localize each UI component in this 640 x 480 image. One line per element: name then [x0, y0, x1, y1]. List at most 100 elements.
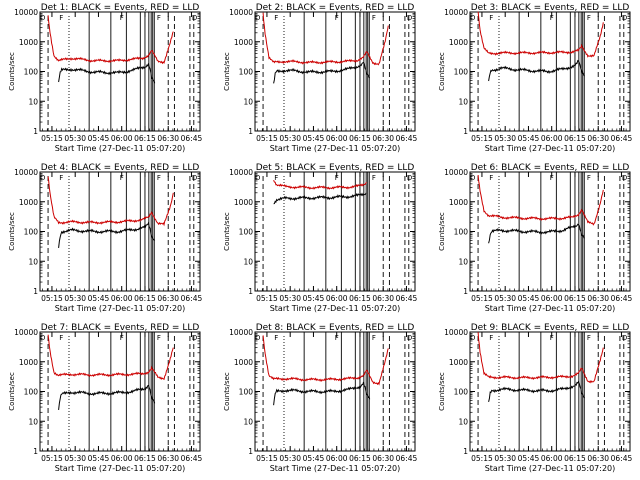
x-tick-label: 05:45: [303, 294, 325, 303]
x-axis-label: Start Time (27-Dec-11 05:07:20): [270, 464, 401, 473]
x-tick-label: 06:15: [349, 134, 371, 143]
x-tick-label: 06:15: [564, 134, 586, 143]
y-tick-label: 1: [463, 287, 468, 296]
y-axis-label: Counts/sec: [8, 212, 16, 251]
state-marker: D: [40, 334, 45, 342]
state-marker: D: [407, 174, 412, 182]
x-tick-label: 06:45: [181, 294, 203, 303]
y-tick-label: 10000: [444, 328, 468, 337]
state-marker: F: [59, 14, 63, 22]
state-marker: D: [192, 174, 197, 182]
y-tick-label: 10000: [444, 8, 468, 17]
events-series-line: [58, 221, 156, 248]
x-tick-label: 05:15: [41, 134, 63, 143]
x-tick-label: 05:30: [494, 294, 516, 303]
y-tick-label: 100: [239, 388, 254, 397]
events-series-line: [58, 384, 156, 410]
state-marker: F: [489, 14, 493, 22]
events-series-line: [273, 61, 371, 84]
state-marker: D: [470, 14, 475, 22]
state-marker: F: [59, 174, 63, 182]
x-tick-label: 06:15: [134, 454, 156, 463]
x-axis-label: Start Time (27-Dec-11 05:07:20): [55, 144, 186, 153]
state-marker: D: [40, 174, 45, 182]
y-tick-label: 10: [28, 257, 38, 266]
x-axis-label: Start Time (27-Dec-11 05:07:20): [270, 304, 401, 313]
y-tick-label: 1000: [19, 38, 38, 47]
y-axis-label: Counts/sec: [438, 52, 446, 91]
state-marker: D: [192, 334, 197, 342]
x-tick-label: 06:30: [372, 294, 394, 303]
state-marker: F: [335, 334, 339, 342]
x-tick-label: 06:45: [611, 134, 633, 143]
panel-title: Det 5: BLACK = Events, RED = LLD: [256, 163, 415, 173]
state-marker: F: [587, 174, 591, 182]
state-marker: F: [372, 14, 376, 22]
x-tick-label: 06:00: [541, 454, 563, 463]
state-marker: F: [489, 174, 493, 182]
y-tick-label: 1000: [449, 38, 468, 47]
lld-series-line: [262, 335, 389, 386]
x-tick-label: 06:30: [157, 454, 179, 463]
y-axis-label: Counts/sec: [223, 52, 231, 91]
y-axis-label: Counts/sec: [223, 372, 231, 411]
state-marker: F: [120, 14, 124, 22]
y-tick-label: 1: [248, 447, 253, 456]
y-tick-label: 1000: [234, 38, 253, 47]
state-marker: F: [550, 174, 554, 182]
y-tick-label: 10000: [229, 328, 253, 337]
state-marker: F: [59, 334, 63, 342]
x-tick-label: 05:15: [471, 294, 493, 303]
y-tick-label: 1: [33, 127, 38, 136]
lld-series-line: [47, 334, 174, 381]
y-tick-label: 10000: [14, 8, 38, 17]
x-tick-label: 06:45: [181, 454, 203, 463]
x-tick-label: 06:15: [349, 294, 371, 303]
x-tick-label: 05:30: [494, 134, 516, 143]
y-tick-label: 1000: [19, 198, 38, 207]
y-tick-label: 1: [248, 287, 253, 296]
y-axis-label: Counts/sec: [438, 212, 446, 251]
x-tick-label: 06:00: [326, 134, 348, 143]
y-tick-label: 10: [28, 97, 38, 106]
state-marker: F: [550, 14, 554, 22]
x-tick-label: 05:15: [41, 294, 63, 303]
x-tick-label: 05:45: [88, 454, 110, 463]
x-tick-label: 06:45: [396, 294, 418, 303]
y-tick-label: 10000: [14, 168, 38, 177]
state-marker: D: [255, 334, 260, 342]
x-tick-label: 06:15: [134, 294, 156, 303]
y-tick-label: 10000: [229, 8, 253, 17]
x-tick-label: 06:15: [134, 134, 156, 143]
lld-series-line: [262, 12, 389, 66]
y-tick-label: 1: [463, 127, 468, 136]
lld-series-line: [477, 174, 604, 226]
x-tick-label: 06:45: [611, 454, 633, 463]
y-tick-label: 1: [463, 447, 468, 456]
state-marker: F: [274, 14, 278, 22]
x-axis-label: Start Time (27-Dec-11 05:07:20): [485, 304, 616, 313]
x-axis-label: Start Time (27-Dec-11 05:07:20): [485, 144, 616, 153]
state-marker: F: [335, 174, 339, 182]
x-axis-label: Start Time (27-Dec-11 05:07:20): [270, 144, 401, 153]
x-tick-label: 06:45: [181, 134, 203, 143]
y-tick-label: 10: [28, 417, 38, 426]
x-axis-label: Start Time (27-Dec-11 05:07:20): [55, 304, 186, 313]
lld-series-line: [47, 15, 174, 65]
state-marker: F: [157, 174, 161, 182]
y-tick-label: 1: [33, 447, 38, 456]
x-tick-label: 06:30: [157, 134, 179, 143]
y-tick-label: 1000: [234, 198, 253, 207]
events-series-line: [58, 63, 156, 84]
panel-title: Det 2: BLACK = Events, RED = LLD: [256, 3, 415, 13]
x-tick-label: 05:45: [88, 294, 110, 303]
events-series-line: [488, 380, 586, 403]
events-series-line: [273, 192, 367, 205]
panel-title: Det 6: BLACK = Events, RED = LLD: [471, 163, 630, 173]
x-tick-label: 05:15: [41, 454, 63, 463]
state-marker: D: [407, 334, 412, 342]
x-tick-label: 05:30: [279, 454, 301, 463]
